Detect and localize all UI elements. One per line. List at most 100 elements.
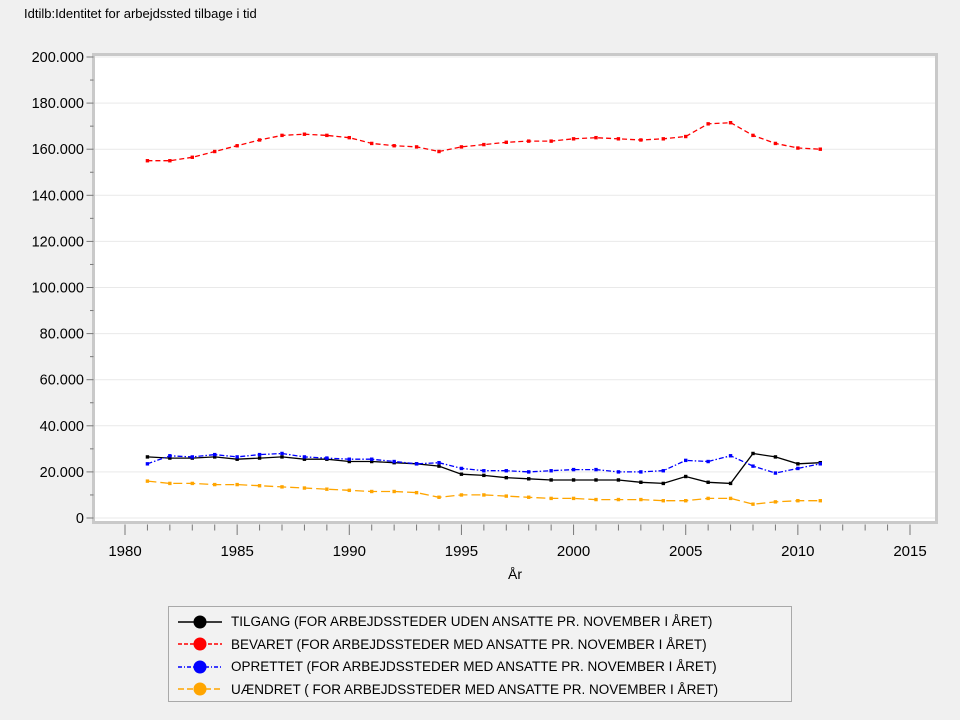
data-point — [168, 481, 172, 486]
data-point — [213, 455, 217, 459]
data-point — [325, 133, 329, 138]
data-point — [571, 478, 576, 482]
data-point — [190, 155, 194, 159]
data-point — [773, 500, 778, 504]
data-point — [459, 466, 464, 471]
data-point — [594, 135, 598, 140]
data-point — [751, 464, 755, 468]
plot-area: 0 20.000 40.000 60.000 80.000 100.000 120.000 1… — [32, 50, 938, 582]
data-point — [661, 499, 665, 503]
data-point — [145, 479, 150, 483]
data-point — [213, 452, 217, 457]
data-point — [414, 462, 419, 466]
data-point — [414, 490, 419, 495]
data-point — [235, 455, 239, 459]
series-2 — [145, 451, 822, 475]
data-point — [347, 457, 351, 461]
y-tick-label: 120.000 — [32, 234, 84, 250]
data-point — [459, 145, 464, 149]
y-tick-label: 160.000 — [32, 142, 84, 158]
data-point — [257, 456, 262, 460]
x-tick-label: 2005 — [669, 543, 702, 560]
gridlines — [95, 56, 935, 519]
data-point — [639, 470, 643, 474]
data-point — [145, 455, 150, 459]
data-point — [773, 141, 778, 146]
data-point — [728, 481, 733, 486]
legend-label-tilgang: TILGANG (FOR ARBEJDSSTEDER UDEN ANSATTE … — [231, 614, 713, 630]
data-point — [639, 480, 643, 484]
data-point — [437, 464, 441, 468]
data-point — [639, 497, 643, 502]
data-point — [145, 159, 150, 163]
legend-item-oprettet: OPRETTET (FOR ARBEJDSSTEDER MED ANSATTE … — [177, 656, 785, 678]
data-point — [616, 497, 621, 502]
series-1 — [145, 120, 822, 163]
data-point — [257, 452, 262, 457]
data-point — [639, 138, 643, 142]
data-point — [504, 140, 508, 144]
data-point — [437, 495, 441, 499]
data-point — [482, 469, 486, 473]
data-point — [437, 149, 441, 154]
legend-marker-tilgang — [178, 615, 222, 629]
data-point — [818, 499, 822, 503]
data-point — [235, 457, 239, 461]
data-point — [751, 451, 755, 456]
data-point — [751, 502, 755, 506]
data-point — [280, 485, 284, 489]
data-point — [527, 495, 531, 499]
y-tick-label: 200.000 — [32, 50, 84, 66]
data-point — [392, 459, 396, 464]
data-point — [482, 473, 486, 478]
data-point — [392, 489, 396, 494]
data-point — [706, 496, 710, 501]
data-point — [571, 496, 576, 501]
data-point — [684, 474, 688, 479]
x-tick-label: 1995 — [445, 543, 478, 560]
data-point — [549, 496, 553, 501]
legend-marker-oprettet — [178, 660, 222, 674]
legend: TILGANG (FOR ARBEJDSSTEDER UDEN ANSATTE … — [168, 606, 792, 702]
data-point — [549, 139, 553, 143]
data-point — [280, 133, 284, 138]
data-point — [527, 470, 531, 474]
data-point — [347, 488, 351, 493]
data-point — [616, 470, 621, 474]
data-point — [325, 456, 329, 460]
y-tick-label: 80.000 — [40, 327, 84, 343]
data-point — [796, 146, 800, 150]
data-point — [302, 457, 307, 461]
y-tick-label: 180.000 — [32, 96, 84, 112]
data-point — [347, 459, 351, 464]
data-point — [257, 484, 262, 488]
data-point — [168, 456, 172, 460]
legend-label-oprettet: OPRETTET (FOR ARBEJDSSTEDER MED ANSATTE … — [231, 659, 717, 675]
y-tick-label: 20.000 — [40, 465, 84, 481]
data-point — [773, 471, 778, 475]
legend-label-uaendret: UÆNDRET ( FOR ARBEJDSSTEDER MED ANSATTE … — [231, 681, 719, 697]
data-point — [482, 493, 486, 497]
data-point — [728, 496, 733, 501]
data-point — [145, 462, 150, 466]
plot-background — [92, 53, 938, 524]
data-point — [325, 487, 329, 491]
data-point — [616, 137, 621, 141]
data-point — [504, 469, 508, 473]
data-point — [392, 144, 396, 148]
data-point — [347, 135, 351, 140]
data-point — [235, 482, 239, 487]
data-point — [370, 489, 374, 494]
data-point — [437, 460, 441, 465]
data-point — [168, 159, 172, 163]
legend-label-bevaret: BEVARET (FOR ARBEJDSSTEDER MED ANSATTE P… — [231, 636, 707, 652]
data-point — [302, 132, 307, 136]
data-point — [773, 455, 778, 459]
data-point — [213, 149, 217, 154]
y-tick-label: 60.000 — [40, 373, 84, 389]
data-point — [796, 499, 800, 503]
y-tick-label: 0 — [76, 511, 84, 527]
data-point — [527, 477, 531, 481]
x-tick-label: 1985 — [220, 543, 253, 560]
